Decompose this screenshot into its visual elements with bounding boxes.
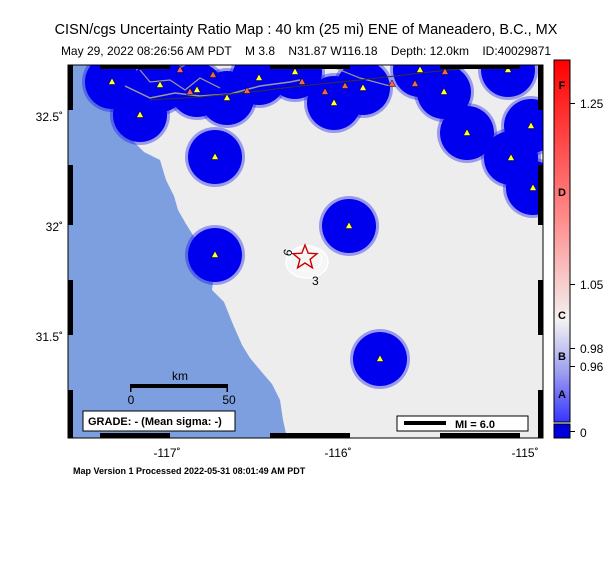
grade-box [82, 410, 236, 432]
station-uncertainty-circle [85, 65, 139, 109]
scale-bar-max: 50 [222, 393, 236, 407]
ocean-area [68, 65, 287, 438]
lon-tick-116: -116˚ [324, 446, 351, 460]
event-location: N31.87 W116.18 [288, 44, 378, 58]
other-station-triangle-icon [186, 87, 194, 95]
station-triangle-icon [223, 93, 231, 101]
station-triangle-icon [507, 153, 515, 161]
colorbar-letter-c: C [558, 310, 566, 322]
colorbar-value-0-96: 0.96 [580, 360, 604, 374]
colorbar-letter-f: F [559, 80, 566, 92]
other-station-triangle-icon [441, 67, 449, 75]
scale-bar-unit: km [172, 369, 188, 383]
station-triangle-icon [330, 98, 338, 106]
station-triangle-icon [440, 87, 448, 95]
map-title: CISN/cgs Uncertainty Ratio Map : 40 km (… [54, 22, 558, 38]
colorbar-value-1-05: 1.05 [580, 278, 604, 292]
station-triangle-icon [211, 152, 219, 160]
lat-tick-32: 32˚ [46, 220, 63, 234]
event-date: May 29, 2022 08:26:56 AM PDT [60, 44, 232, 58]
colorbar-value-0: 0 [580, 426, 587, 440]
mi-text: MI = 6.0 [455, 419, 495, 431]
station-uncertainty-circle [506, 161, 543, 215]
station-triangle-icon [376, 354, 384, 362]
station-triangle-icon [504, 65, 512, 73]
other-station-markers [176, 65, 449, 95]
contour-label-3: 3 [312, 274, 319, 288]
lat-tick-31-5: 31.5˚ [36, 330, 63, 344]
colorbar: F D C B A 1.25 1.05 0.98 0.96 0 [553, 59, 604, 440]
event-magnitude: M 3.8 [245, 44, 276, 58]
station-triangle-icon [211, 250, 219, 258]
station-uncertainty-circle [481, 65, 535, 97]
station-markers [108, 65, 537, 362]
contour-label-6: 6 [280, 247, 295, 257]
lat-tick-32-5: 32.5˚ [36, 110, 63, 124]
lon-tick-115: -115˚ [511, 446, 538, 460]
frame-checker-border [68, 65, 543, 438]
other-station-triangle-icon [341, 81, 349, 89]
station-triangle-icon [136, 110, 144, 118]
station-triangle-icon [193, 85, 201, 93]
roads [124, 65, 501, 101]
station-triangle-icon [255, 73, 263, 81]
lon-tick-117: -117˚ [153, 446, 180, 460]
station-triangle-icon [527, 121, 535, 129]
other-station-triangle-icon [388, 79, 396, 87]
colorbar-letter-b: B [558, 351, 566, 363]
map-version-footer: Map Version 1 Processed 2022-05-31 08:01… [73, 466, 306, 476]
other-station-triangle-icon [209, 70, 217, 78]
colorbar-letter-a: A [558, 389, 566, 401]
other-station-triangle-icon [298, 77, 306, 85]
station-triangle-icon [156, 80, 164, 88]
scale-bar: km 0 50 [128, 369, 236, 407]
event-id: ID:40029871 [482, 44, 552, 58]
other-station-triangle-icon [176, 65, 184, 73]
grade-text: GRADE: - (Mean sigma: -) [88, 416, 222, 428]
colorbar-value-0-98: 0.98 [580, 342, 604, 356]
map-subtitle: May 29, 2022 08:26:56 AM PDT M 3.8 N31.8… [0, 44, 612, 58]
colorbar-letter-d: D [558, 187, 566, 199]
station-triangle-icon [359, 83, 367, 91]
station-uncertainty-circle [393, 65, 447, 97]
mi-box [396, 415, 529, 432]
other-station-triangle-icon [411, 79, 419, 87]
station-triangle-icon [345, 221, 353, 229]
scale-bar-min: 0 [128, 393, 135, 407]
station-triangle-icon [529, 183, 537, 191]
other-station-triangle-icon [243, 86, 251, 94]
colorbar-zero-swatch [553, 423, 571, 439]
station-triangle-icon [291, 67, 299, 75]
station-triangle-icon [108, 77, 116, 85]
mi-line [404, 421, 446, 425]
station-triangle-icon [416, 65, 424, 73]
station-triangle-icon [463, 128, 471, 136]
event-depth: Depth: 12.0km [390, 44, 469, 58]
other-station-triangle-icon [321, 87, 329, 95]
colorbar-value-1-25: 1.25 [580, 97, 604, 111]
epicenter-star-icon [291, 243, 319, 270]
station-uncertainty-circle [268, 65, 322, 99]
